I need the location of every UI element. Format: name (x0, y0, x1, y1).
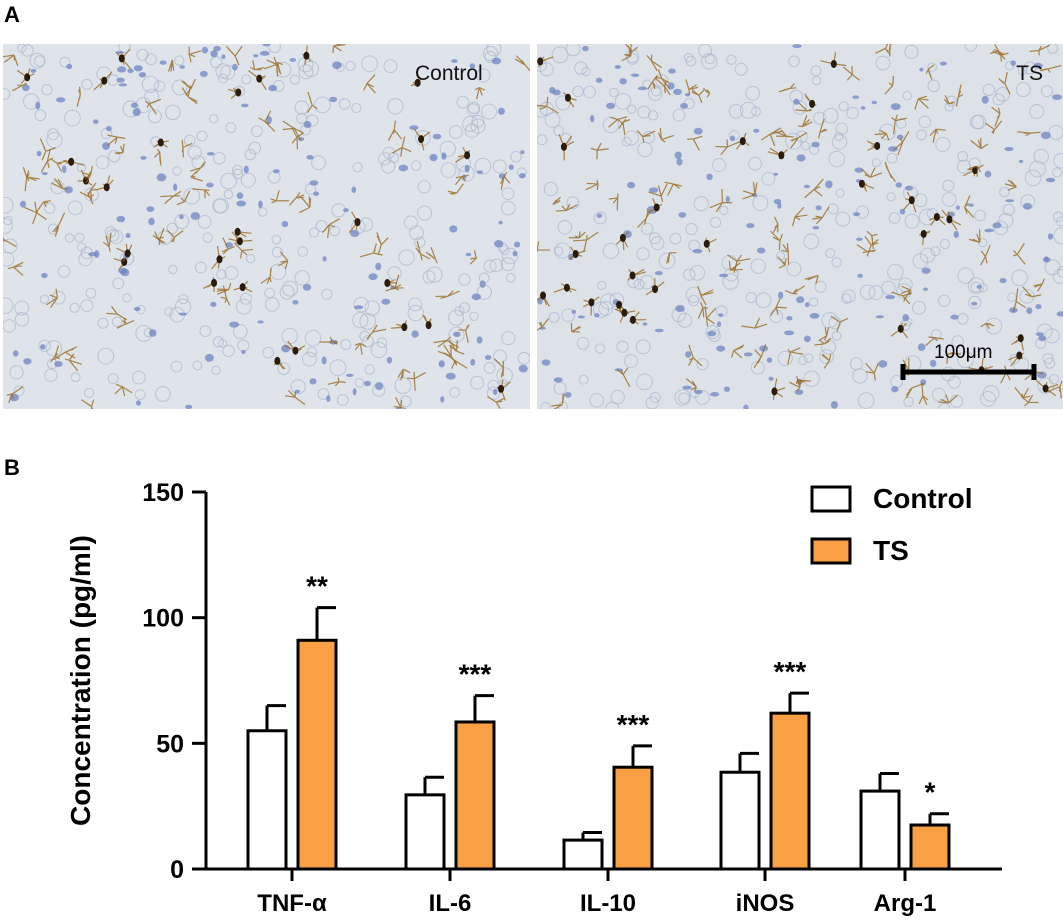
y-tick-label: 150 (142, 479, 184, 507)
bar-control (859, 789, 901, 871)
x-tick-label: iNOS (736, 890, 795, 917)
bar-ts (769, 711, 811, 871)
chart-axes: 0 50 100 150 Concentration (pg/ml) TNF-α IL-6 I… (65, 479, 1002, 917)
significance-label: *** (617, 709, 650, 740)
bar-ts (454, 720, 496, 871)
bar-control (404, 793, 446, 871)
y-axis-label: Concentration (pg/ml) (65, 535, 96, 826)
bar-ts (909, 823, 951, 871)
bar-control (562, 838, 604, 871)
y-tick-label: 100 (142, 605, 184, 633)
chart-legend: Control TS (810, 483, 973, 566)
legend-swatch-ts (810, 537, 852, 565)
micrograph-ts-caption: TS (1016, 62, 1043, 85)
micrograph-control: Control (3, 44, 530, 409)
x-tick-label: Arg-1 (874, 890, 937, 917)
bar-ts (296, 638, 338, 871)
chart-bars: ************ (246, 571, 951, 871)
bar-control (246, 729, 288, 871)
cell-texture (537, 44, 1063, 409)
x-tick-label: TNF-α (257, 890, 327, 917)
legend-swatch-control (810, 485, 852, 513)
bar-ts (612, 765, 654, 871)
significance-label: * (925, 777, 936, 808)
y-tick-label: 0 (170, 856, 184, 884)
legend-label-control: Control (873, 483, 973, 514)
x-tick-label: IL-6 (429, 890, 472, 917)
legend-label-ts: TS (873, 535, 909, 566)
scale-bar-label: 100μm (934, 342, 993, 363)
significance-label: *** (774, 656, 807, 687)
micrograph-background (3, 44, 530, 409)
bar-control (719, 770, 761, 871)
micrograph-control-image (3, 44, 530, 409)
cell-texture (3, 44, 530, 409)
significance-label: ** (306, 571, 328, 602)
significance-label: *** (459, 659, 492, 690)
panel-label-a: A (4, 2, 20, 27)
micrograph-control-caption: Control (415, 62, 483, 85)
x-tick-label: IL-10 (580, 890, 636, 917)
panel-label-b: B (4, 455, 20, 480)
bar-chart: 0 50 100 150 Concentration (pg/ml) TNF-α IL-6 I… (65, 479, 1002, 917)
micrograph-ts-image (537, 44, 1063, 409)
micrograph-ts: TS 100μm (537, 44, 1063, 409)
y-tick-label: 50 (156, 730, 184, 758)
